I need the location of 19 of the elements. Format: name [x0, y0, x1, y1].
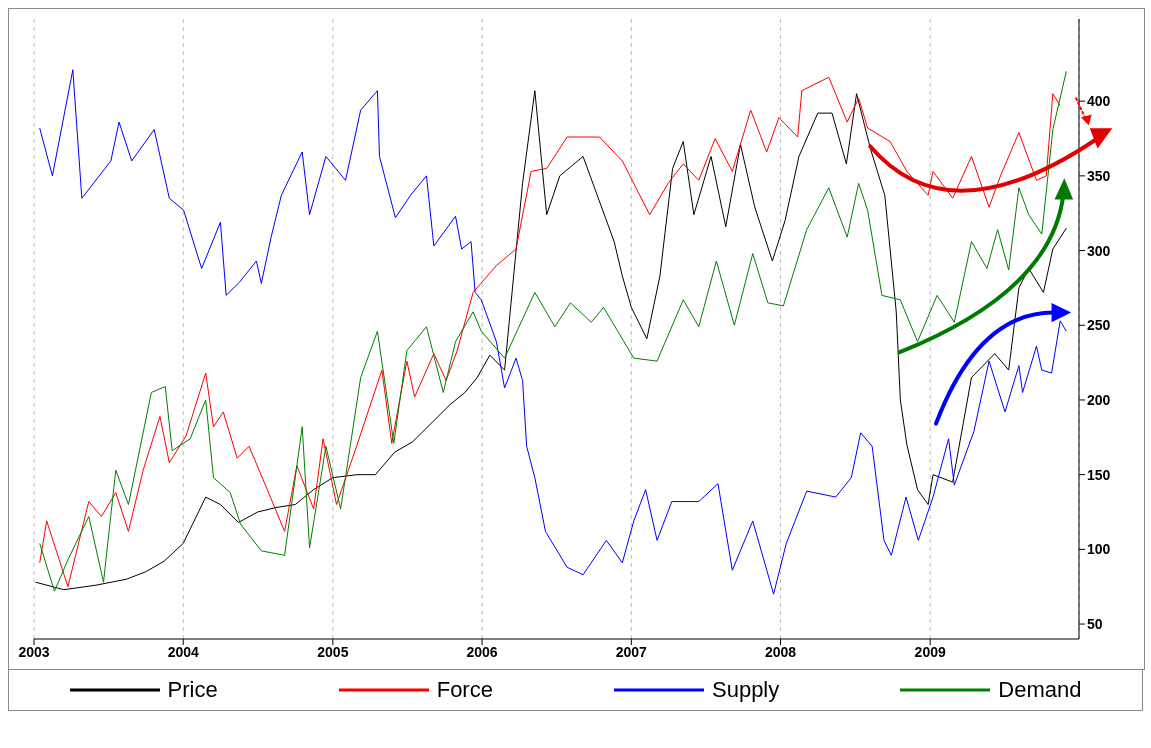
y-tick-label: 250: [1087, 317, 1111, 334]
legend-label: Force: [436, 677, 493, 703]
x-tick-label: 2005: [317, 643, 349, 660]
legend-label: Price: [167, 677, 218, 703]
x-tick-label: 2006: [466, 643, 498, 660]
legend-label: Supply: [711, 677, 780, 703]
y-tick-label: 400: [1087, 93, 1111, 110]
legend-label: Demand: [998, 677, 1082, 703]
x-tick-label: 2007: [615, 643, 648, 660]
x-tick-label: 2004: [167, 643, 200, 660]
y-tick-label: 50: [1087, 616, 1103, 633]
y-tick-label: 150: [1087, 466, 1111, 483]
x-tick-label: 2008: [764, 643, 797, 660]
y-tick-label: 200: [1087, 391, 1111, 408]
x-tick-label: 2009: [914, 643, 946, 660]
y-tick-label: 300: [1087, 242, 1111, 259]
x-tick-label: 2003: [18, 643, 50, 660]
y-tick-label: 350: [1087, 167, 1111, 184]
y-tick-label: 100: [1087, 541, 1111, 558]
